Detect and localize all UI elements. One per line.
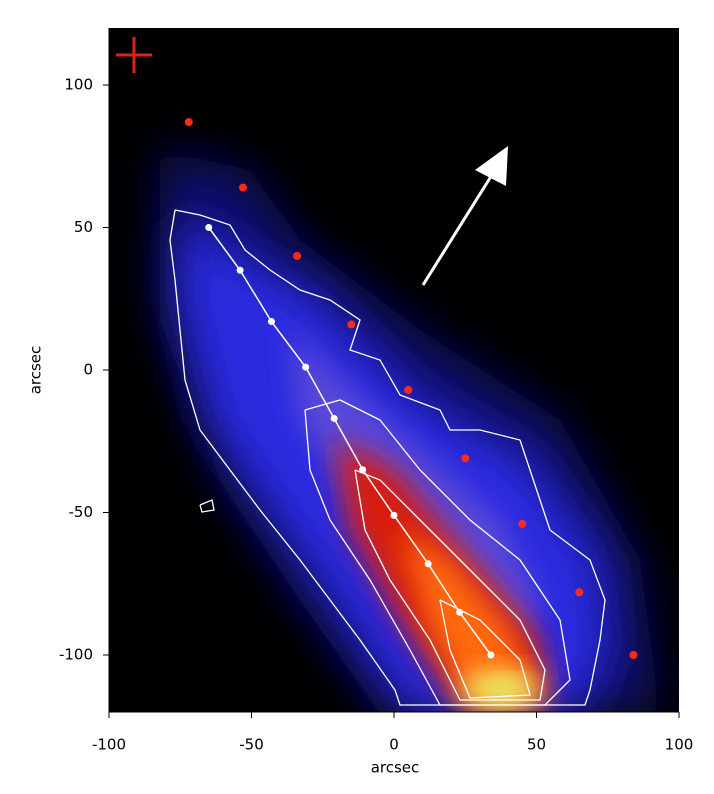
x-tick-label: 50 <box>527 736 546 754</box>
point <box>424 560 432 568</box>
direction-arrow <box>421 169 497 286</box>
y-axis-label: arcsec <box>27 346 45 395</box>
x-tick-label: -100 <box>92 736 126 754</box>
point <box>404 385 413 394</box>
reference-cross <box>116 37 152 73</box>
y-tick-label: -100 <box>59 646 93 664</box>
point <box>359 466 367 474</box>
point <box>205 224 213 231</box>
y-tick-label: 0 <box>83 361 93 379</box>
point <box>267 318 275 326</box>
x-tick-label: 0 <box>389 736 399 754</box>
point <box>390 511 398 519</box>
point <box>456 608 464 616</box>
y-tick-label: 50 <box>74 218 93 236</box>
point <box>293 252 302 260</box>
point <box>184 118 193 127</box>
y-tick-label: -50 <box>69 503 94 521</box>
point <box>518 519 527 528</box>
point <box>575 588 584 597</box>
y-tick-label: 100 <box>64 76 93 94</box>
point <box>487 651 495 659</box>
data-layer <box>184 118 638 659</box>
x-axis-label: arcsec <box>371 759 420 777</box>
point <box>629 651 638 659</box>
series-line <box>208 227 492 656</box>
arrow-head <box>475 146 508 186</box>
point <box>236 266 244 274</box>
point <box>302 363 310 371</box>
point <box>347 320 356 329</box>
contours <box>169 209 606 706</box>
x-tick-label: 100 <box>665 736 694 754</box>
intensity-map <box>116 37 660 712</box>
point <box>461 454 470 463</box>
point <box>330 414 338 422</box>
point <box>238 183 247 192</box>
x-tick-label: -50 <box>239 736 264 754</box>
